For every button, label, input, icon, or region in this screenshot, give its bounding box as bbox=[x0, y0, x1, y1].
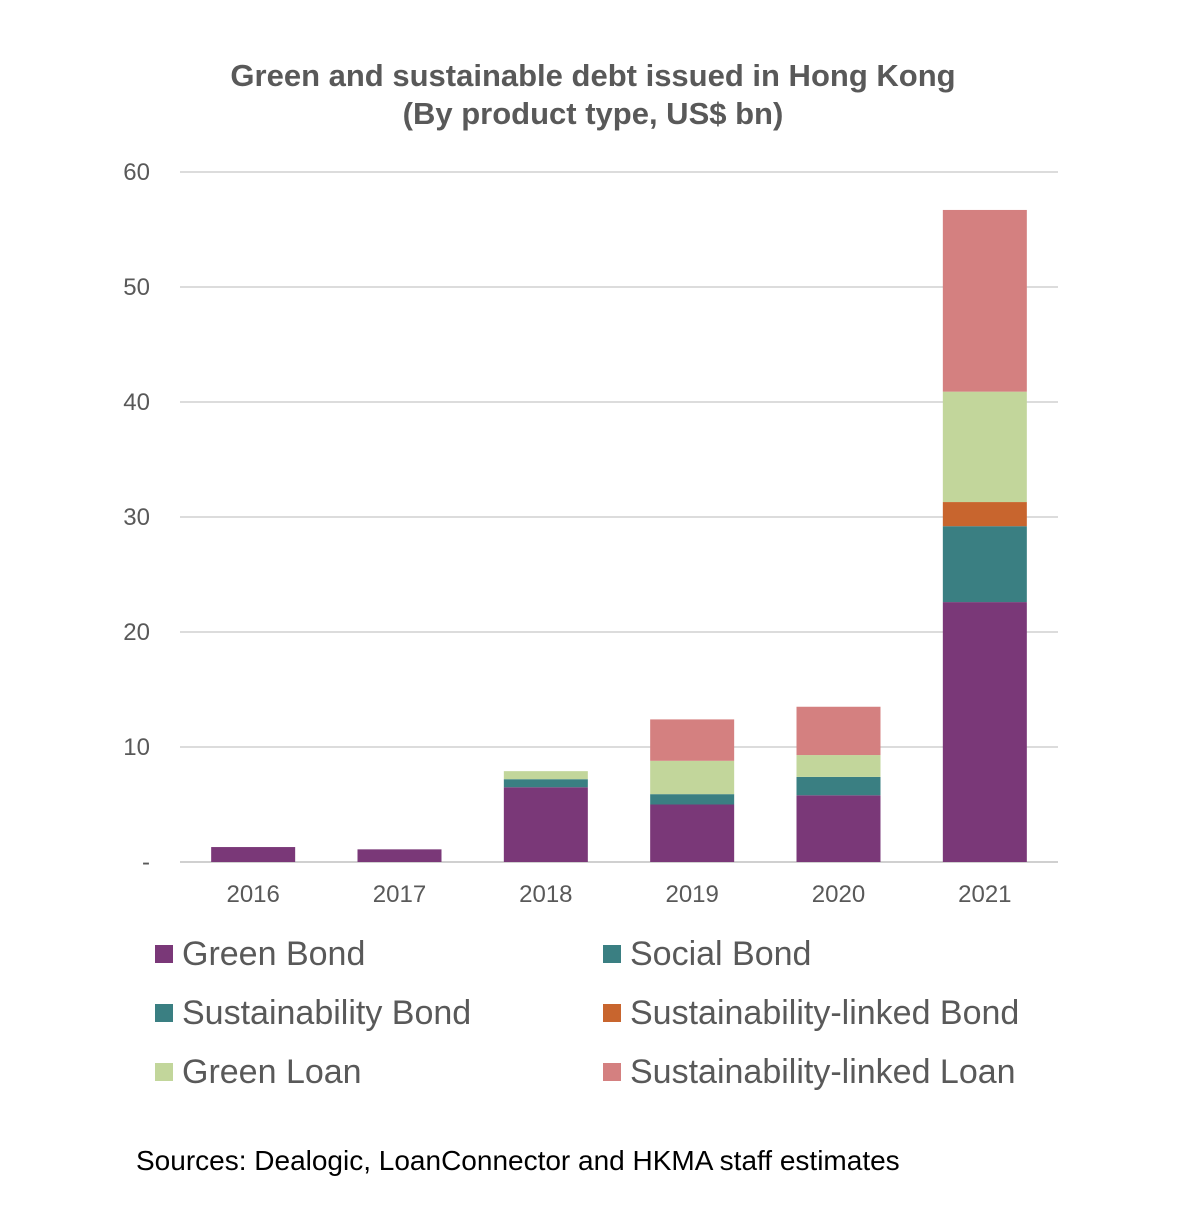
y-tick-label: - bbox=[142, 849, 150, 876]
legend-swatch-sustainability-bond bbox=[155, 1004, 173, 1022]
bar-segment-green-loan-2019 bbox=[650, 760, 735, 795]
x-tick-label: 2016 bbox=[226, 881, 279, 908]
legend-item-sustainability-linked-loan: Sustainability-linked Loan bbox=[603, 1053, 1105, 1091]
legend-item-sustainability-linked-bond: Sustainability-linked Bond bbox=[603, 994, 1105, 1032]
bar-segment-green-bond-2020 bbox=[796, 795, 881, 862]
legend-item-social-bond: Social Bond bbox=[603, 935, 1105, 973]
bar-segment-sustainability-linked-loan-2020 bbox=[796, 706, 881, 756]
legend: Green Bond Social Bond Sustainability Bo… bbox=[155, 935, 1105, 1091]
legend-label: Sustainability Bond bbox=[182, 993, 472, 1032]
legend-label: Social Bond bbox=[630, 934, 812, 973]
y-tick-label: 20 bbox=[123, 619, 150, 646]
y-tick-label: 50 bbox=[123, 274, 150, 301]
bar-segment-sustainability-linked-loan-2021 bbox=[942, 209, 1027, 392]
bar-segment-green-loan-2018 bbox=[503, 771, 588, 780]
legend-item-sustainability-bond: Sustainability Bond bbox=[155, 994, 603, 1032]
legend-swatch-sustainability-linked-bond bbox=[603, 1004, 621, 1022]
gridlines bbox=[180, 171, 1058, 863]
chart-title: Green and sustainable debt issued in Hon… bbox=[230, 58, 955, 93]
x-axis-tick-labels: 2016 2017 2018 2019 2020 2021 bbox=[226, 881, 1011, 908]
bar-segment-green-loan-2021 bbox=[942, 391, 1027, 503]
legend-label: Sustainability-linked Loan bbox=[630, 1052, 1016, 1091]
legend-label: Green Loan bbox=[182, 1052, 362, 1091]
chart-subtitle: (By product type, US$ bn) bbox=[403, 96, 784, 131]
legend-swatch-social-bond bbox=[603, 945, 621, 963]
bar-segment-green-bond-2021 bbox=[942, 602, 1027, 862]
legend-swatch-green-bond bbox=[155, 945, 173, 963]
x-tick-label: 2020 bbox=[812, 881, 865, 908]
legend-item-green-loan: Green Loan bbox=[155, 1053, 603, 1091]
y-tick-label: 30 bbox=[123, 504, 150, 531]
x-tick-label: 2017 bbox=[373, 881, 426, 908]
x-tick-label: 2018 bbox=[519, 881, 572, 908]
x-tick-label: 2019 bbox=[665, 881, 718, 908]
legend-swatch-sustainability-linked-loan bbox=[603, 1063, 621, 1081]
bar-segment-sustainability-linked-bond-2021 bbox=[942, 502, 1027, 527]
bar-segment-green-bond-2019 bbox=[650, 804, 735, 862]
bar-segment-sustainability-bond-2021 bbox=[942, 526, 1027, 603]
bar-segment-sustainability-linked-loan-2019 bbox=[650, 719, 735, 761]
legend-label: Sustainability-linked Bond bbox=[630, 993, 1020, 1032]
bar-segment-green-bond-2018 bbox=[503, 787, 588, 862]
bar-segment-sustainability-bond-2019 bbox=[650, 794, 735, 805]
bars bbox=[211, 209, 1027, 862]
bar-segment-sustainability-bond-2018 bbox=[503, 779, 588, 788]
chart-canvas: Green and sustainable debt issued in Hon… bbox=[123, 58, 1058, 908]
bar-segment-green-bond-2017 bbox=[357, 849, 442, 862]
y-tick-label: 40 bbox=[123, 389, 150, 416]
bar-segment-sustainability-bond-2020 bbox=[796, 776, 881, 796]
y-tick-label: 10 bbox=[123, 734, 150, 761]
bar-segment-green-bond-2016 bbox=[211, 847, 296, 862]
y-tick-label: 60 bbox=[123, 159, 150, 186]
legend-label: Green Bond bbox=[182, 934, 366, 973]
source-note: Sources: Dealogic, LoanConnector and HKM… bbox=[136, 1145, 900, 1176]
x-tick-label: 2021 bbox=[958, 881, 1011, 908]
y-axis-tick-labels: - 10 20 30 40 50 60 bbox=[123, 159, 150, 876]
bar-segment-green-loan-2020 bbox=[796, 755, 881, 777]
legend-swatch-green-loan bbox=[155, 1063, 173, 1081]
legend-item-green-bond: Green Bond bbox=[155, 935, 603, 973]
